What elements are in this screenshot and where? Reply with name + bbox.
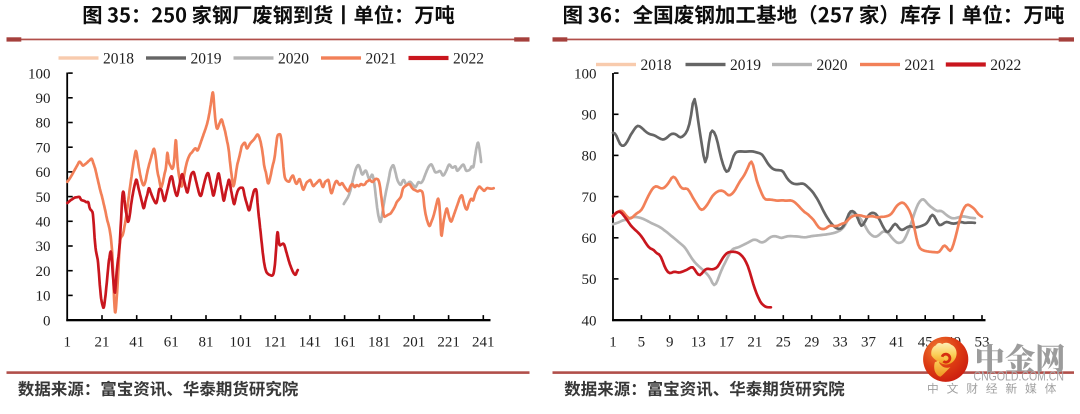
svg-text:101: 101 bbox=[229, 335, 252, 351]
svg-text:181: 181 bbox=[368, 335, 391, 351]
svg-text:2021: 2021 bbox=[366, 50, 397, 67]
svg-text:0: 0 bbox=[43, 313, 51, 329]
svg-text:121: 121 bbox=[264, 335, 287, 351]
svg-text:81: 81 bbox=[199, 335, 214, 351]
svg-text:29: 29 bbox=[804, 335, 819, 351]
svg-text:30: 30 bbox=[36, 239, 51, 255]
svg-text:2019: 2019 bbox=[191, 50, 222, 67]
svg-text:50: 50 bbox=[36, 190, 51, 206]
svg-text:10: 10 bbox=[36, 289, 51, 305]
svg-text:241: 241 bbox=[472, 335, 495, 351]
svg-text:1: 1 bbox=[609, 335, 617, 351]
svg-text:60: 60 bbox=[582, 231, 597, 247]
svg-text:141: 141 bbox=[299, 335, 322, 351]
svg-text:1: 1 bbox=[64, 335, 72, 351]
svg-text:5: 5 bbox=[638, 335, 646, 351]
svg-text:CNGOLD.COM.CN: CNGOLD.COM.CN bbox=[974, 370, 1065, 384]
svg-text:20: 20 bbox=[36, 264, 51, 280]
svg-text:2020: 2020 bbox=[817, 57, 848, 74]
svg-text:2018: 2018 bbox=[103, 50, 134, 67]
svg-text:9: 9 bbox=[666, 335, 674, 351]
svg-text:2022: 2022 bbox=[453, 50, 484, 67]
svg-text:17: 17 bbox=[719, 335, 735, 351]
svg-text:21: 21 bbox=[747, 335, 762, 351]
svg-text:2021: 2021 bbox=[905, 57, 936, 74]
svg-text:60: 60 bbox=[36, 165, 51, 181]
svg-text:161: 161 bbox=[333, 335, 356, 351]
svg-text:2019: 2019 bbox=[730, 57, 761, 74]
svg-text:80: 80 bbox=[36, 116, 51, 132]
svg-text:25: 25 bbox=[776, 335, 791, 351]
svg-text:70: 70 bbox=[36, 140, 51, 156]
svg-text:201: 201 bbox=[403, 335, 426, 351]
svg-text:33: 33 bbox=[833, 335, 848, 351]
svg-text:40: 40 bbox=[36, 215, 51, 231]
svg-text:50: 50 bbox=[582, 272, 597, 288]
svg-text:61: 61 bbox=[164, 335, 179, 351]
svg-text:100: 100 bbox=[574, 66, 597, 82]
svg-text:13: 13 bbox=[691, 335, 706, 351]
svg-text:90: 90 bbox=[582, 108, 597, 124]
svg-text:100: 100 bbox=[28, 66, 51, 82]
svg-text:41: 41 bbox=[889, 335, 904, 351]
svg-text:53: 53 bbox=[975, 335, 990, 351]
svg-text:2020: 2020 bbox=[278, 50, 309, 67]
svg-text:80: 80 bbox=[582, 149, 597, 165]
svg-text:2018: 2018 bbox=[641, 57, 672, 74]
svg-text:37: 37 bbox=[861, 335, 877, 351]
svg-text:41: 41 bbox=[129, 335, 144, 351]
svg-text:40: 40 bbox=[582, 313, 597, 329]
svg-text:2022: 2022 bbox=[990, 57, 1021, 74]
svg-text:90: 90 bbox=[36, 91, 51, 107]
svg-text:21: 21 bbox=[95, 335, 110, 351]
svg-text:70: 70 bbox=[582, 190, 597, 206]
svg-text:221: 221 bbox=[437, 335, 460, 351]
